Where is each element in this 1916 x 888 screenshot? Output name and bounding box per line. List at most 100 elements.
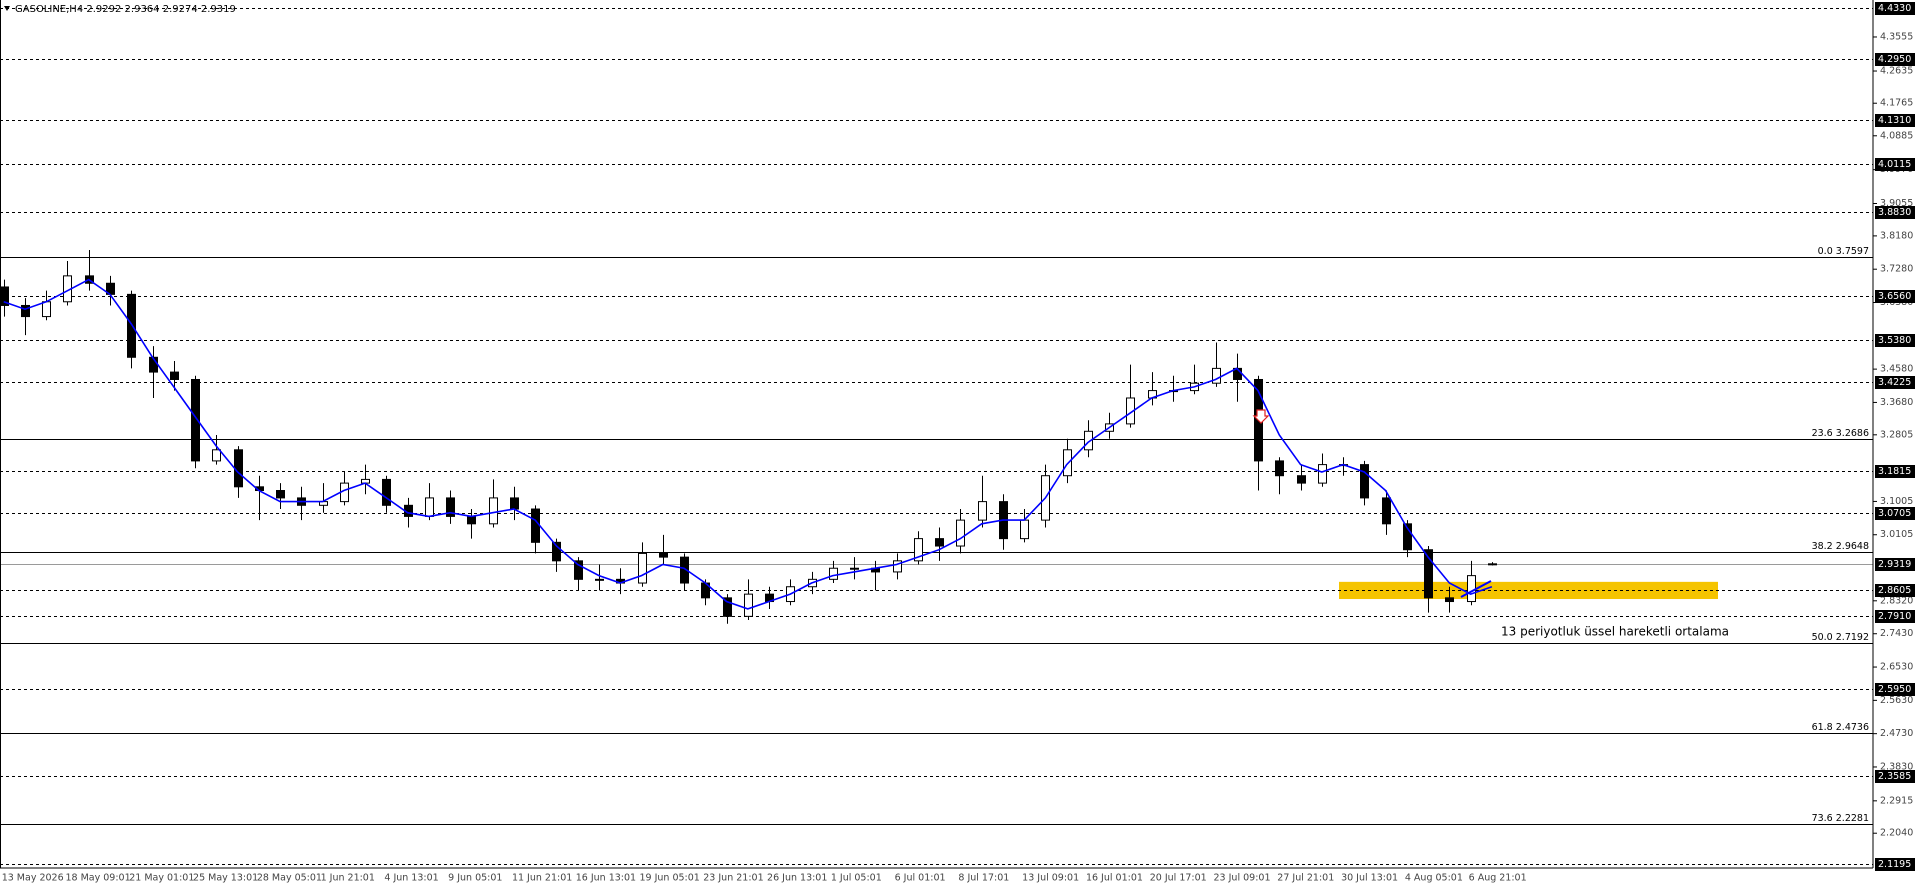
level-label-box <box>1875 610 1915 623</box>
sell-arrow <box>1252 409 1270 424</box>
candle-body <box>1084 430 1093 451</box>
candle-body <box>935 538 944 547</box>
x-tick-label: 27 Jul 21:01 <box>1277 873 1334 884</box>
y-tick-label: 3.4580 <box>1880 364 1913 375</box>
fib-label: 23.6 3.2686 <box>1812 428 1869 439</box>
level-label-box <box>1875 114 1915 127</box>
candle-body <box>1275 460 1284 477</box>
candle-body <box>234 449 243 488</box>
y-tick-label: 3.1005 <box>1880 496 1913 507</box>
y-tick-label: 2.3830 <box>1880 761 1913 772</box>
fib-label: 61.8 2.4736 <box>1812 722 1869 733</box>
level-label: 4.4330 <box>1878 3 1911 14</box>
candle-body <box>850 567 859 570</box>
level-label: 2.3585 <box>1878 771 1911 782</box>
x-tick-label: 18 May 09:01 <box>65 873 130 884</box>
x-tick-label: 25 May 13:01 <box>193 873 258 884</box>
y-tick-label: 3.7280 <box>1880 264 1913 275</box>
candle-body <box>425 497 434 517</box>
level-label-box <box>1875 584 1915 597</box>
x-tick-label: 6 Jul 01:01 <box>895 873 946 884</box>
level-label: 2.5950 <box>1878 684 1911 695</box>
level-label-box <box>1875 2 1915 15</box>
x-tick-label: 8 Jul 17:01 <box>958 873 1009 884</box>
y-tick-label: 2.6530 <box>1880 662 1913 673</box>
y-tick-label: 4.3555 <box>1880 31 1913 42</box>
candle-body <box>893 560 902 573</box>
candle-body <box>531 508 540 543</box>
y-tick-label: 2.2040 <box>1880 828 1913 839</box>
candle-body <box>1382 497 1391 525</box>
ema-layer <box>3 278 1493 610</box>
annotation-arrow <box>1460 580 1492 598</box>
level-label: 3.1815 <box>1878 466 1911 477</box>
candle-body <box>1488 563 1497 566</box>
level-label-box <box>1875 507 1915 520</box>
candle-body <box>1020 519 1029 540</box>
current-price-label: 2.9319 <box>1878 559 1911 570</box>
current-price-box <box>1875 558 1915 571</box>
support-zone <box>1339 581 1718 600</box>
level-label-box <box>1875 683 1915 696</box>
level-label: 3.6560 <box>1878 291 1911 302</box>
y-tick-label: 3.0105 <box>1880 529 1913 540</box>
symbol-icon <box>4 6 10 11</box>
y-tick-label: 2.2915 <box>1880 795 1913 806</box>
fib-label: 38.2 2.9648 <box>1812 541 1869 552</box>
x-tick-label: 20 Jul 17:01 <box>1150 873 1207 884</box>
x-tick-label: 4 Aug 05:01 <box>1405 873 1463 884</box>
x-tick-label: 16 Jul 01:01 <box>1086 873 1143 884</box>
candle-body <box>42 301 51 318</box>
x-tick-label: 1 Jun 21:01 <box>321 873 375 884</box>
zone-layer <box>1339 581 1718 600</box>
level-label: 3.8830 <box>1878 207 1911 218</box>
level-label-box <box>1875 206 1915 219</box>
candle-body <box>638 552 647 584</box>
x-tick-label: 13 May 2026 <box>2 873 64 884</box>
y-tick-label: 2.8320 <box>1880 595 1913 606</box>
level-label: 3.4225 <box>1878 377 1911 388</box>
x-tick-label: 4 Jun 13:01 <box>384 873 438 884</box>
candle-body <box>1424 549 1433 599</box>
level-label-box <box>1875 334 1915 347</box>
x-tick-label: 21 May 01:01 <box>129 873 194 884</box>
fib-label: 50.0 2.7192 <box>1812 632 1869 643</box>
candle-body <box>552 541 561 562</box>
candle-body <box>680 556 689 584</box>
level-label-box <box>1875 376 1915 389</box>
level-label: 2.7910 <box>1878 611 1911 622</box>
level-label-box <box>1875 770 1915 783</box>
candle-body <box>467 515 476 525</box>
level-label-box <box>1875 53 1915 66</box>
level-label: 4.2950 <box>1878 54 1911 65</box>
candle-body <box>1212 367 1221 384</box>
y-tick-label: 4.2635 <box>1880 66 1913 77</box>
candle-body <box>914 538 923 562</box>
y-tick-label: 2.4730 <box>1880 728 1913 739</box>
candle-body <box>276 490 285 499</box>
x-tick-label: 19 Jun 05:01 <box>640 873 700 884</box>
level-label: 4.1310 <box>1878 115 1911 126</box>
candle-body <box>659 552 668 558</box>
candle-body <box>1297 475 1306 484</box>
level-label-box <box>1875 858 1915 871</box>
annotation: 13 periyotluk üssel hareketli ortalama <box>1501 625 1729 639</box>
y-tick-label: 3.8180 <box>1880 230 1913 241</box>
level-label-box <box>1875 158 1915 171</box>
candle-layer <box>0 249 1497 624</box>
x-tick-label: 13 Jul 09:01 <box>1022 873 1079 884</box>
x-tick-label: 11 Jun 21:01 <box>512 873 572 884</box>
y-tick-label: 3.3680 <box>1880 397 1913 408</box>
y-tick-label: 4.0885 <box>1880 130 1913 141</box>
fib-label: 0.0 3.7597 <box>1818 246 1869 257</box>
level-label: 2.8605 <box>1878 585 1911 596</box>
level-layer <box>0 8 1873 865</box>
x-tick-label: 30 Jul 13:01 <box>1341 873 1398 884</box>
x-tick-label: 9 Jun 05:01 <box>448 873 502 884</box>
y-tick-label: 3.9055 <box>1880 198 1913 209</box>
candle-body <box>829 567 838 580</box>
x-tick-label: 23 Jul 09:01 <box>1214 873 1271 884</box>
fib-label: 73.6 2.2281 <box>1812 813 1869 824</box>
y-tick-label: 2.7430 <box>1880 628 1913 639</box>
